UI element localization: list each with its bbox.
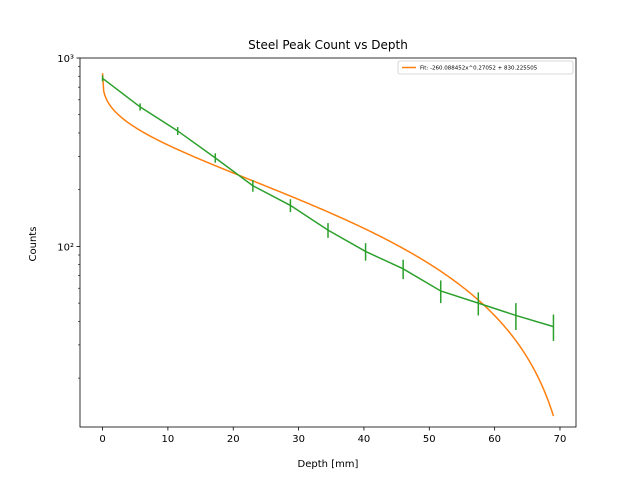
x-tick-label: 60 — [488, 434, 501, 445]
x-tick-label: 50 — [423, 434, 436, 445]
x-tick-label: 30 — [292, 434, 305, 445]
axis-ticks: 0 10 20 30 40 50 60 70 10² 10³ — [57, 54, 566, 445]
data-series-line — [102, 77, 554, 328]
legend-label-fit: Fit: -260.088452x^0.27052 + 830.225505 — [420, 66, 538, 72]
y-axis-label: Counts — [28, 227, 39, 262]
plot-area — [79, 57, 577, 428]
x-tick-label: 0 — [99, 434, 105, 445]
x-tick-label: 10 — [162, 434, 175, 445]
fit-curve-line — [101, 73, 555, 417]
x-tick-label: 40 — [358, 434, 371, 445]
x-tick-label: 70 — [554, 434, 567, 445]
y-tick-label: 10³ — [57, 54, 74, 65]
legend: Fit: -260.088452x^0.27052 + 830.225505 — [397, 60, 574, 75]
legend-box — [397, 60, 574, 75]
axes-frame — [79, 57, 577, 428]
chart-title: Steel Peak Count vs Depth — [248, 38, 408, 52]
x-axis-label: Depth [mm] — [298, 459, 359, 470]
x-tick-label: 20 — [227, 434, 240, 445]
y-tick-label: 10² — [57, 242, 74, 253]
